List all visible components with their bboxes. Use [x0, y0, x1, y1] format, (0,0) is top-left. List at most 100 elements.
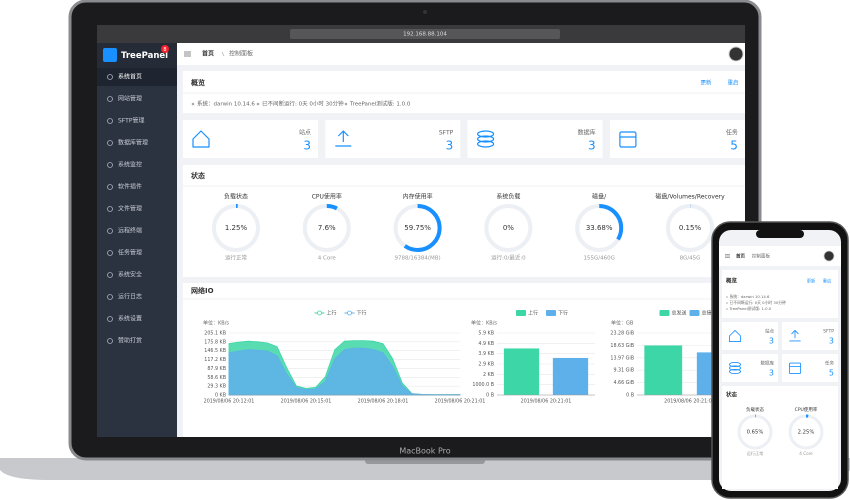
menu-item[interactable]: 系统监控	[118, 161, 142, 169]
gauge-value: 33.68%	[586, 224, 613, 232]
breadcrumb: 控制面板	[229, 50, 253, 58]
menu-item[interactable]: 任务管理	[118, 249, 142, 257]
gauge-name: 负载状态	[746, 406, 764, 413]
y-tick-label: 3.9 KB	[478, 351, 494, 357]
stat-label: SFTP	[823, 329, 834, 335]
stat-label: SFTP	[439, 130, 454, 137]
menu-item[interactable]: 系统安全	[118, 271, 142, 279]
stat-card	[782, 322, 838, 350]
camera	[423, 10, 427, 14]
topbar	[719, 246, 841, 266]
sidebar	[97, 43, 177, 437]
gauge-value: 0.15%	[679, 224, 702, 232]
menu-item[interactable]: 远程终端	[118, 227, 142, 235]
stat-label: 数据库	[578, 129, 596, 137]
bar	[644, 345, 683, 395]
gauge-arc	[393, 204, 442, 252]
stat-value: 3	[588, 139, 596, 153]
x-tick-label: 2019/08/06 20:21:01	[521, 399, 572, 405]
menu-icon	[107, 96, 113, 102]
stat-label: 任务	[726, 129, 738, 137]
icon-db	[728, 368, 742, 375]
card	[183, 165, 745, 277]
legend-marker	[347, 310, 352, 316]
menu-icon	[107, 74, 113, 80]
stat-card	[609, 120, 745, 158]
gauge-value: 0%	[503, 224, 514, 232]
menu-item[interactable]: 数据库管理	[118, 139, 148, 147]
menu-item[interactable]: 系统设置	[118, 315, 142, 323]
y-tick-label: 1000.0 B	[472, 382, 494, 388]
menu-item[interactable]: 软件插件	[118, 183, 142, 191]
info-text: 已不间断运行: 0天 0小时 30分钟	[730, 300, 787, 305]
menu-icon	[107, 250, 113, 256]
menu-item[interactable]: 赞助打赏	[118, 337, 142, 345]
y-tick-label: 0 KB	[215, 393, 226, 399]
info-text: TreePanel测试版: 1.0.0	[349, 100, 411, 108]
y-tick-label: 29.3 KB	[207, 384, 226, 390]
legend-label[interactable]: 上行	[327, 310, 337, 317]
stat-label: 任务	[825, 360, 834, 367]
card	[183, 71, 745, 113]
legend-marker	[659, 310, 670, 316]
y-tick-label: 205.1 KB	[204, 331, 226, 337]
topbar	[177, 43, 745, 65]
icon-calendar	[619, 131, 637, 148]
stat-value: 3	[769, 337, 774, 346]
gauge-arc	[737, 414, 773, 450]
legend-label[interactable]: 总发送	[672, 310, 687, 317]
action-link[interactable]: 重启	[823, 278, 832, 285]
x-tick-label: 2019/08/06 20:21:01	[435, 399, 486, 405]
legend-label[interactable]: 上行	[528, 310, 538, 317]
action-link[interactable]: 更新	[807, 278, 816, 285]
menu-item[interactable]: 文件管理	[118, 205, 142, 213]
y-tick-label: 4.66 GiB	[613, 380, 634, 386]
stat-value: 5	[730, 139, 738, 153]
gauge-name: 内存使用率	[403, 193, 433, 201]
gauge-sub: 运行正常	[225, 254, 248, 262]
info-dot	[344, 102, 348, 106]
menu-item[interactable]: 系统首页	[118, 73, 142, 81]
menu-icon	[107, 162, 113, 168]
chart-unit: 单位：KB/s	[203, 320, 229, 327]
info-text: 系统：darwin 10.14.6	[197, 100, 255, 108]
legend-label[interactable]: 下行	[357, 310, 367, 317]
chart-unit: 单位：KB/s	[471, 320, 497, 327]
gauge-value: 1.25%	[225, 224, 248, 232]
info-text: 已不间断运行: 0天 0小时 30分钟	[262, 100, 344, 108]
gauge-sub: 运行:0/最近:0	[491, 254, 526, 262]
url: 192.168.88.104	[403, 32, 447, 38]
legend-marker	[317, 310, 322, 316]
avatar	[728, 46, 744, 62]
x-tick-label: 2019/08/06 20:21:01	[664, 399, 715, 405]
action-link[interactable]: 重启	[727, 79, 738, 87]
icon-db	[728, 361, 742, 368]
menu-item[interactable]: 运行日志	[118, 293, 142, 301]
gauge-sub: 4 Core	[799, 451, 813, 456]
y-tick-label: 117.2 KB	[204, 357, 226, 363]
y-tick-label: 4.9 KB	[478, 341, 494, 347]
icon-db	[728, 365, 742, 371]
menu-item[interactable]: 网站管理	[118, 95, 142, 103]
card-title: 网络IO	[191, 286, 214, 295]
y-tick-label: 9.31 GiB	[613, 368, 634, 374]
action-link[interactable]: 更新	[700, 79, 712, 87]
laptop-base	[0, 458, 850, 480]
stat-value: 3	[303, 139, 311, 153]
gauge-name: 系统负载	[496, 193, 520, 201]
gauge-sub: 155G/460G	[584, 256, 615, 262]
legend-label[interactable]: 下行	[558, 310, 568, 317]
info-dot	[726, 296, 728, 298]
menu-item[interactable]: SFTP管理	[118, 117, 144, 125]
gauge-value: 59.75%	[404, 224, 431, 232]
stat-card	[722, 354, 778, 382]
icon-upload	[335, 130, 352, 147]
stat-value: 3	[829, 337, 834, 346]
x-tick-label: 2019/08/06 20:15:01	[281, 399, 332, 405]
breadcrumb-sep	[221, 51, 225, 57]
legend-label[interactable]: 总接收	[702, 310, 717, 317]
icon-house	[728, 329, 742, 343]
gauge-arc	[666, 204, 714, 252]
bar	[503, 348, 540, 395]
